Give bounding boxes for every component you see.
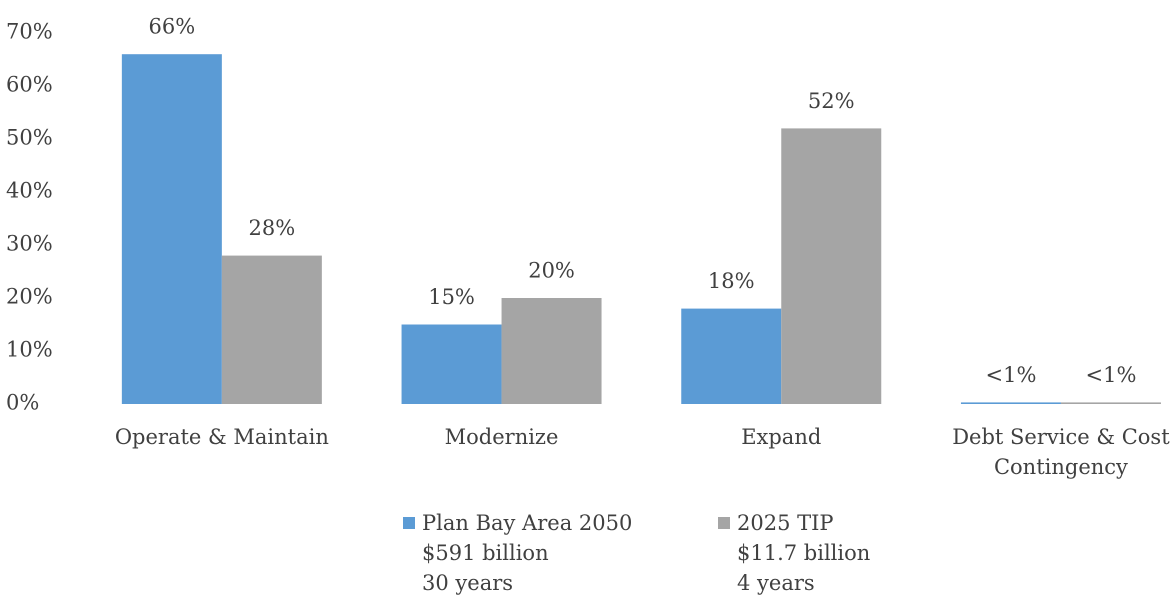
data-label: 20% <box>528 259 575 283</box>
bar <box>1060 402 1161 404</box>
bar <box>681 308 782 404</box>
y-tick-label: 40% <box>6 179 53 203</box>
legend-detail: $11.7 billion <box>737 541 871 565</box>
data-label: 52% <box>808 89 855 113</box>
data-label: <1% <box>1085 363 1136 387</box>
legend-swatch <box>403 517 415 529</box>
legend-swatch <box>718 517 730 529</box>
y-tick-label: 0% <box>6 391 39 415</box>
bar <box>960 402 1061 404</box>
legend-detail: 30 years <box>422 571 514 595</box>
y-tick-label: 50% <box>6 126 53 150</box>
y-tick-label: 60% <box>6 73 53 97</box>
y-tick-label: 10% <box>6 338 53 362</box>
bar <box>501 298 602 404</box>
data-label: 28% <box>249 216 296 240</box>
y-tick-label: 30% <box>6 232 53 256</box>
data-label: 18% <box>708 269 755 293</box>
y-tick-label: 20% <box>6 285 53 309</box>
y-tick-label: 70% <box>6 20 53 44</box>
bar <box>781 128 882 404</box>
bar <box>221 255 322 404</box>
data-label: <1% <box>985 363 1036 387</box>
x-tick-label: Modernize <box>444 425 559 449</box>
legend-detail: 4 years <box>737 571 815 595</box>
data-label: 15% <box>428 285 475 309</box>
legend-label: Plan Bay Area 2050 <box>422 511 633 535</box>
x-tick-label: Expand <box>741 425 822 449</box>
bar <box>121 54 222 404</box>
x-tick-label: Operate & Maintain <box>114 425 329 449</box>
data-label: 66% <box>149 15 196 39</box>
x-tick-label: Debt Service & Cost Contingency <box>952 425 1170 479</box>
bar <box>401 324 502 404</box>
legend-label: 2025 TIP <box>737 511 834 535</box>
legend-detail: $591 billion <box>422 541 549 565</box>
